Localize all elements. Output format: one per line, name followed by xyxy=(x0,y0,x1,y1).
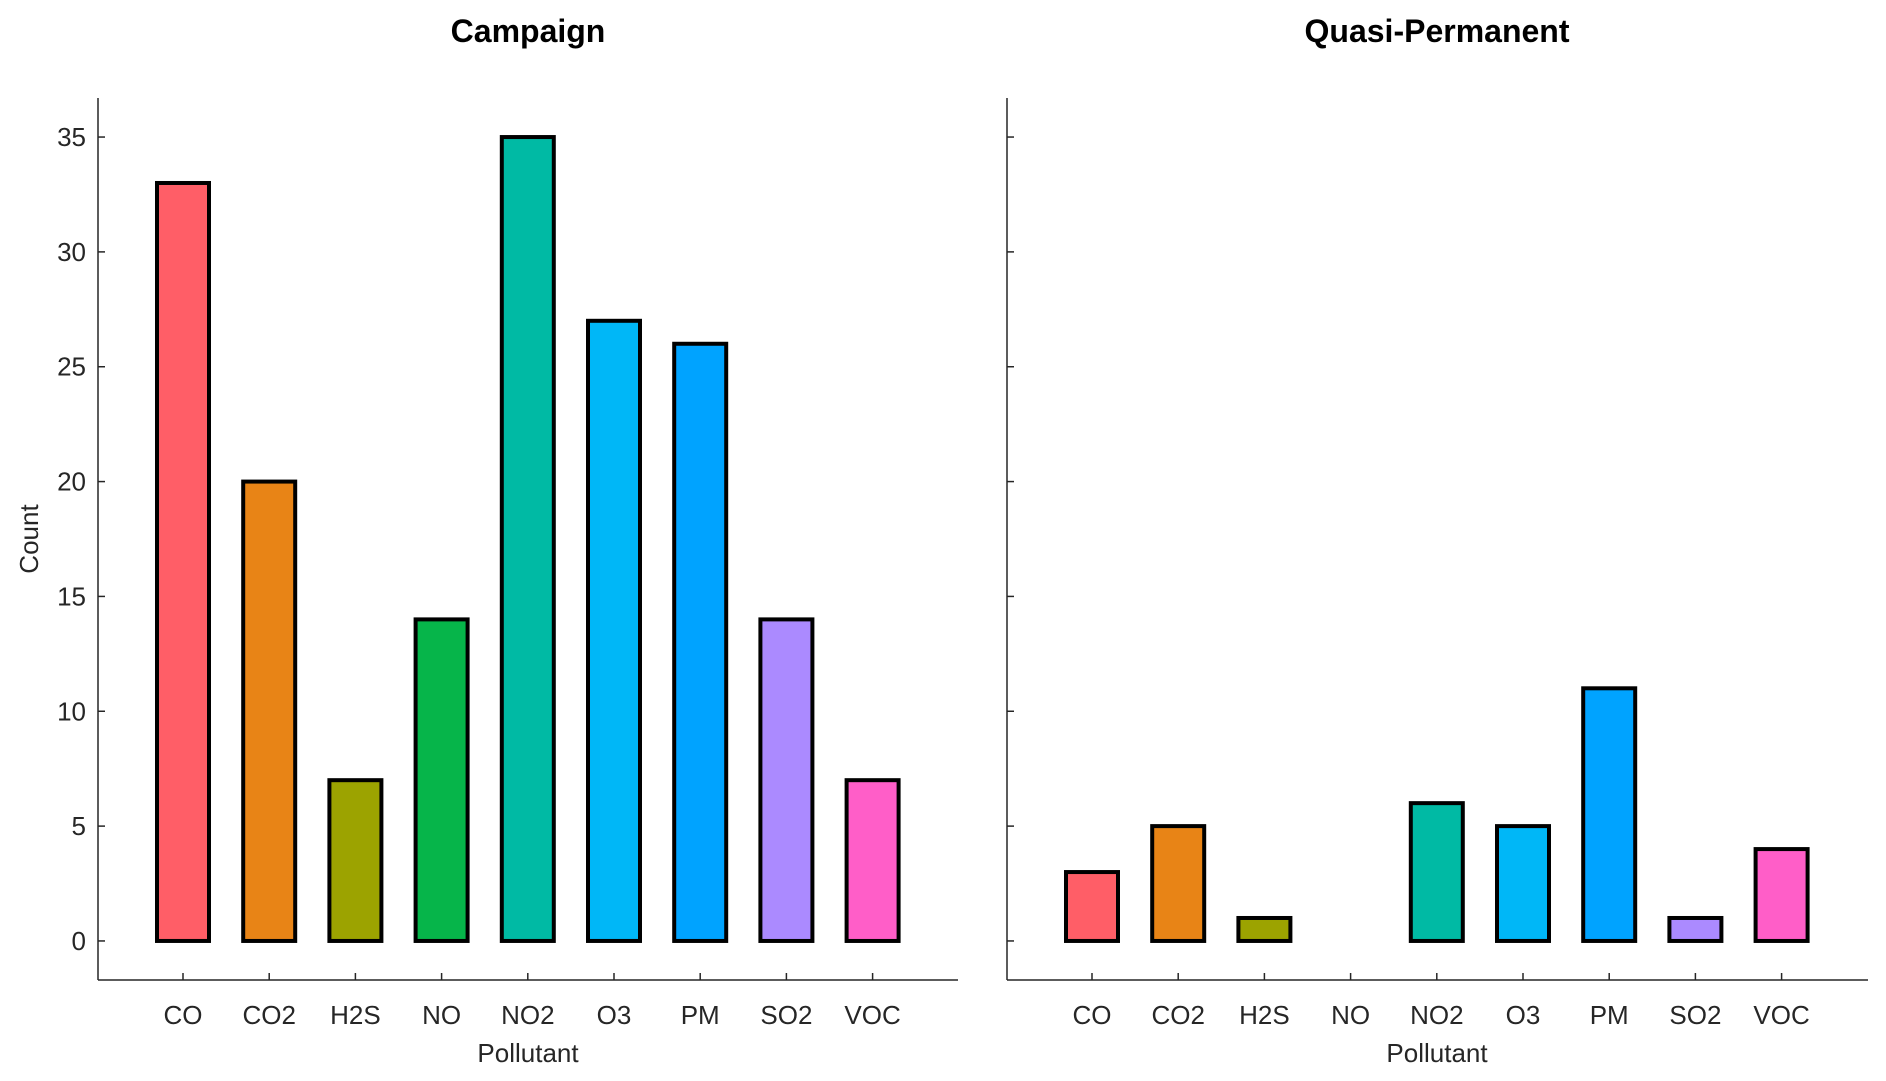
y-tick-label: 5 xyxy=(72,811,86,841)
bar-so2 xyxy=(758,617,815,943)
x-tick-label: O3 xyxy=(597,1000,632,1030)
bar-co xyxy=(155,180,211,943)
bar-o3 xyxy=(586,318,642,943)
bar-no2 xyxy=(499,135,556,943)
y-axis-label: Count xyxy=(14,504,44,574)
x-axis-label: Pollutant xyxy=(477,1038,579,1068)
y-tick-label: 20 xyxy=(57,467,86,497)
x-tick-label: PM xyxy=(681,1000,720,1030)
x-tick-label: SO2 xyxy=(760,1000,812,1030)
y-tick-label: 30 xyxy=(57,237,86,267)
bar-no2 xyxy=(1408,801,1465,943)
bar-h2s xyxy=(327,778,384,943)
chart-title: Campaign xyxy=(451,13,606,49)
x-tick-label: H2S xyxy=(330,1000,381,1030)
bar-h2s xyxy=(1236,915,1293,943)
x-tick-label: NO2 xyxy=(501,1000,554,1030)
x-tick-label: CO xyxy=(1073,1000,1112,1030)
bar-pm xyxy=(672,341,729,943)
x-tick-label: CO2 xyxy=(1151,1000,1204,1030)
x-tick-label: PM xyxy=(1590,1000,1629,1030)
bar-voc xyxy=(844,778,901,943)
y-tick-label: 25 xyxy=(57,352,86,382)
x-tick-label: NO2 xyxy=(1410,1000,1463,1030)
bar-pm xyxy=(1581,686,1638,943)
chart-panel-2: Quasi-Permanent CO CO2 H2S NO NO2 O3 PM SO2 VOC Po… xyxy=(1006,13,1868,1068)
chart-panel-1: Campaign 0 5 10 15 20 25 30 35 CO CO2 H2S NO NO2 O3 PM S… xyxy=(14,13,958,1068)
y-tick-label: 15 xyxy=(57,581,86,611)
x-tick-label: H2S xyxy=(1239,1000,1290,1030)
bar-so2 xyxy=(1667,915,1724,943)
x-tick-label: VOC xyxy=(1753,1000,1809,1030)
bar-co2 xyxy=(1150,824,1207,943)
x-tick-label: O3 xyxy=(1506,1000,1541,1030)
y-tick-label: 10 xyxy=(57,696,86,726)
x-tick-label: VOC xyxy=(844,1000,900,1030)
bar-co xyxy=(1064,870,1120,943)
x-tick-label: NO xyxy=(422,1000,461,1030)
x-axis-label: Pollutant xyxy=(1386,1038,1488,1068)
bar-no xyxy=(413,617,470,943)
bar-co2 xyxy=(241,479,298,943)
bar-voc xyxy=(1753,847,1810,943)
y-tick-label: 35 xyxy=(57,122,86,152)
x-tick-label: SO2 xyxy=(1669,1000,1721,1030)
bar-o3 xyxy=(1495,824,1551,943)
x-tick-label: CO2 xyxy=(242,1000,295,1030)
x-tick-label: CO xyxy=(164,1000,203,1030)
y-tick-label: 0 xyxy=(72,926,86,956)
chart-title: Quasi-Permanent xyxy=(1305,13,1570,49)
x-tick-label: NO xyxy=(1331,1000,1370,1030)
